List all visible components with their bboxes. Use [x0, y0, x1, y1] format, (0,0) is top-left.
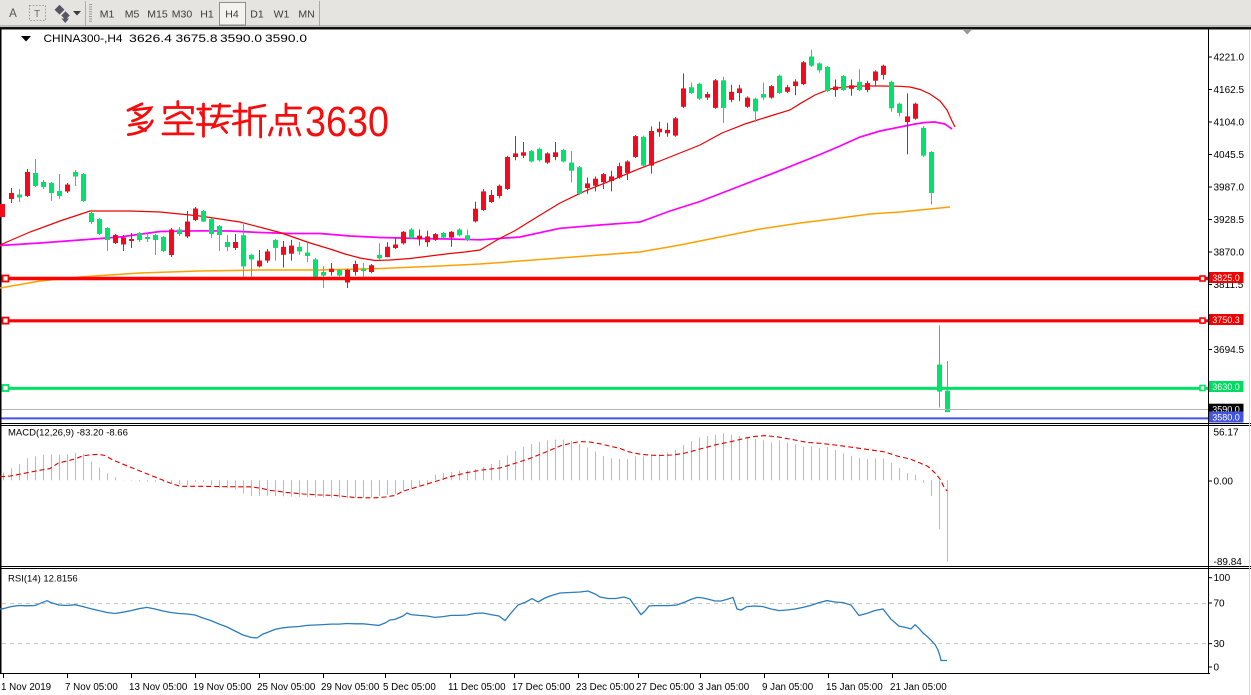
svg-text:M15: M15 [147, 9, 168, 21]
svg-text:11 Dec 05:00: 11 Dec 05:00 [448, 682, 506, 693]
svg-text:25 Nov 05:00: 25 Nov 05:00 [257, 682, 316, 693]
svg-text:A: A [9, 8, 17, 20]
svg-text:0.00: 0.00 [1214, 477, 1234, 488]
svg-text:9 Jan 05:00: 9 Jan 05:00 [762, 682, 814, 693]
svg-text:CHINA300-,H4: CHINA300-,H4 [44, 33, 123, 45]
svg-text:3630.0: 3630.0 [1212, 382, 1240, 392]
svg-text:3580.0: 3580.0 [1212, 413, 1240, 423]
svg-text:3626.4: 3626.4 [129, 33, 172, 45]
svg-text:70: 70 [1214, 599, 1226, 610]
svg-text:3675.8: 3675.8 [176, 33, 218, 45]
svg-text:7 Nov 05:00: 7 Nov 05:00 [65, 682, 118, 693]
svg-text:15 Jan 05:00: 15 Jan 05:00 [826, 682, 883, 693]
svg-text:0: 0 [1214, 663, 1220, 674]
svg-text:3 Jan 05:00: 3 Jan 05:00 [698, 682, 750, 693]
svg-text:4221.0: 4221.0 [1214, 53, 1245, 64]
svg-text:4104.0: 4104.0 [1214, 118, 1245, 129]
svg-text:3750.3: 3750.3 [1212, 315, 1240, 325]
svg-text:MN: MN [298, 9, 314, 21]
svg-text:1 Nov 2019: 1 Nov 2019 [1, 682, 51, 693]
svg-text:29 Nov 05:00: 29 Nov 05:00 [321, 682, 380, 693]
svg-text:3928.5: 3928.5 [1214, 215, 1245, 226]
svg-text:5 Dec 05:00: 5 Dec 05:00 [383, 682, 436, 693]
svg-text:H4: H4 [225, 9, 239, 21]
svg-text:3590.0: 3590.0 [1212, 405, 1240, 415]
svg-text:3987.0: 3987.0 [1214, 183, 1245, 194]
svg-text:M5: M5 [125, 9, 140, 21]
svg-text:D1: D1 [250, 9, 264, 21]
svg-text:100: 100 [1214, 573, 1231, 584]
svg-text:3590.0: 3590.0 [220, 33, 262, 45]
svg-text:M1: M1 [100, 9, 115, 21]
svg-text:4162.5: 4162.5 [1214, 85, 1245, 96]
svg-text:30: 30 [1214, 639, 1226, 650]
svg-text:3630: 3630 [305, 98, 389, 146]
svg-text:17 Dec 05:00: 17 Dec 05:00 [512, 682, 571, 693]
svg-text:T: T [34, 9, 40, 20]
svg-text:W1: W1 [274, 9, 290, 21]
svg-text:M30: M30 [172, 9, 193, 21]
svg-text:-89.84: -89.84 [1214, 557, 1243, 568]
svg-text:3694.5: 3694.5 [1214, 345, 1245, 356]
svg-text:3590.0: 3590.0 [265, 33, 307, 45]
svg-text:23 Dec 05:00: 23 Dec 05:00 [576, 682, 635, 693]
svg-text:3825.0: 3825.0 [1212, 273, 1240, 283]
svg-text:RSI(14) 12.8156: RSI(14) 12.8156 [8, 574, 78, 585]
svg-text:21 Jan 05:00: 21 Jan 05:00 [890, 682, 947, 693]
svg-text:13 Nov 05:00: 13 Nov 05:00 [129, 682, 188, 693]
svg-text:4045.5: 4045.5 [1214, 150, 1245, 161]
svg-text:MACD(12,26,9) -83.20 -8.66: MACD(12,26,9) -83.20 -8.66 [8, 428, 128, 439]
svg-text:3811.5: 3811.5 [1214, 280, 1244, 291]
svg-text:H1: H1 [200, 9, 214, 21]
svg-text:3870.0: 3870.0 [1214, 248, 1245, 259]
svg-text:27 Dec 05:00: 27 Dec 05:00 [636, 682, 695, 693]
svg-text:56.17: 56.17 [1214, 428, 1239, 439]
svg-text:19 Nov 05:00: 19 Nov 05:00 [193, 682, 252, 693]
